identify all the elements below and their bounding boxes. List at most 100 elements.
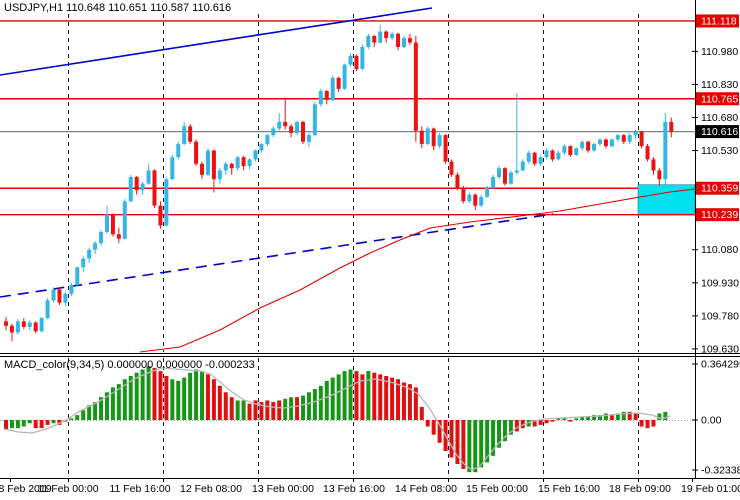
macd-bar <box>360 374 365 420</box>
macd-bar <box>633 413 638 420</box>
candle-body <box>247 159 252 166</box>
macd-bar <box>479 420 484 468</box>
candle-body <box>598 139 602 144</box>
macd-bar <box>384 375 389 420</box>
candle-body <box>396 33 401 47</box>
candle-body <box>621 135 626 142</box>
macd-tick-label: 0.00 <box>701 415 722 427</box>
time-label: 19 Feb 01:00 <box>681 483 740 495</box>
candle-body <box>75 267 80 285</box>
upper-trendline <box>0 7 433 76</box>
candle-body <box>651 159 656 171</box>
candle-body <box>502 168 507 184</box>
candle-body <box>538 157 543 164</box>
macd-bar <box>116 384 121 420</box>
candle-body <box>146 170 151 184</box>
candle-body <box>663 121 668 180</box>
candle-body <box>45 300 50 319</box>
macd-bar <box>265 400 270 420</box>
macd-bar <box>592 415 597 420</box>
candle-body <box>217 170 222 180</box>
candle-body <box>627 135 632 142</box>
candle-body <box>431 128 436 147</box>
candle-body <box>265 135 270 144</box>
macd-bar <box>508 420 513 435</box>
macd-bar <box>568 420 573 422</box>
macd-bar <box>378 374 383 420</box>
macd-bar <box>146 366 151 420</box>
macd-bar <box>93 402 98 420</box>
price-badge <box>696 92 739 106</box>
candle-body <box>51 289 56 301</box>
candle-body <box>461 188 466 202</box>
macd-bar <box>461 420 466 469</box>
macd-bar <box>437 420 442 443</box>
macd-bar <box>598 415 602 420</box>
candle-body <box>574 148 579 155</box>
candle-body <box>633 131 638 136</box>
macd-bar <box>336 374 341 420</box>
macd-bar <box>4 420 8 430</box>
candle-body <box>407 38 412 43</box>
macd-bar <box>211 379 216 420</box>
macd-bar <box>663 411 668 420</box>
macd-bar <box>330 377 335 420</box>
candle-body <box>550 150 555 160</box>
candle-body <box>170 157 175 180</box>
candle-body <box>336 77 341 89</box>
macd-bar <box>306 392 311 420</box>
macd-bar <box>259 402 264 420</box>
macd-bar <box>431 420 436 435</box>
candle-body <box>592 143 597 151</box>
candle-body <box>645 146 650 160</box>
candle-body <box>330 77 335 100</box>
price-tick-label: 110.530 <box>701 145 738 157</box>
macd-bar <box>9 420 14 429</box>
candle-body <box>15 321 20 333</box>
macd-bar <box>75 415 80 420</box>
macd-bar <box>413 387 418 420</box>
macd-bar <box>473 420 478 473</box>
price-tick-label: 110.980 <box>701 46 738 58</box>
macd-bar <box>134 372 139 420</box>
time-label: 12 Feb 08:00 <box>180 483 242 495</box>
candle-body <box>9 325 14 333</box>
macd-bar <box>627 411 632 420</box>
time-label: 13 Feb 00:00 <box>252 483 314 495</box>
candle-body <box>520 161 525 171</box>
candle-body <box>544 150 549 158</box>
macd-bar <box>205 374 210 420</box>
red-ma-line <box>139 188 696 353</box>
macd-bar <box>99 397 104 420</box>
time-label: 11 Feb 16:00 <box>109 483 170 495</box>
candle-body <box>372 35 377 43</box>
price-badge <box>696 14 739 28</box>
candle-body <box>116 234 121 239</box>
macd-bar <box>419 406 424 420</box>
time-label: 11 Feb 00:00 <box>37 483 98 495</box>
candle-body <box>229 163 234 169</box>
candle-body <box>467 194 472 202</box>
macd-bar <box>57 420 62 425</box>
candle-body <box>200 163 205 175</box>
candle-body <box>253 150 258 160</box>
candle-body <box>497 168 502 178</box>
candle-body <box>556 152 561 160</box>
macd-bar <box>51 420 56 424</box>
candle-body <box>390 33 395 39</box>
macd-bar <box>45 420 50 425</box>
candle-body <box>182 126 187 144</box>
candle-body <box>271 128 276 136</box>
macd-bar <box>574 418 579 420</box>
candle-body <box>449 161 454 175</box>
candle-body <box>295 121 300 133</box>
time-label: 18 Feb 09:00 <box>609 483 671 495</box>
macd-histogram <box>4 366 668 473</box>
macd-bar <box>645 420 650 429</box>
macd-bar <box>532 420 537 427</box>
macd-bar <box>312 389 317 420</box>
candle-body <box>378 31 383 43</box>
candle-body <box>194 141 199 164</box>
